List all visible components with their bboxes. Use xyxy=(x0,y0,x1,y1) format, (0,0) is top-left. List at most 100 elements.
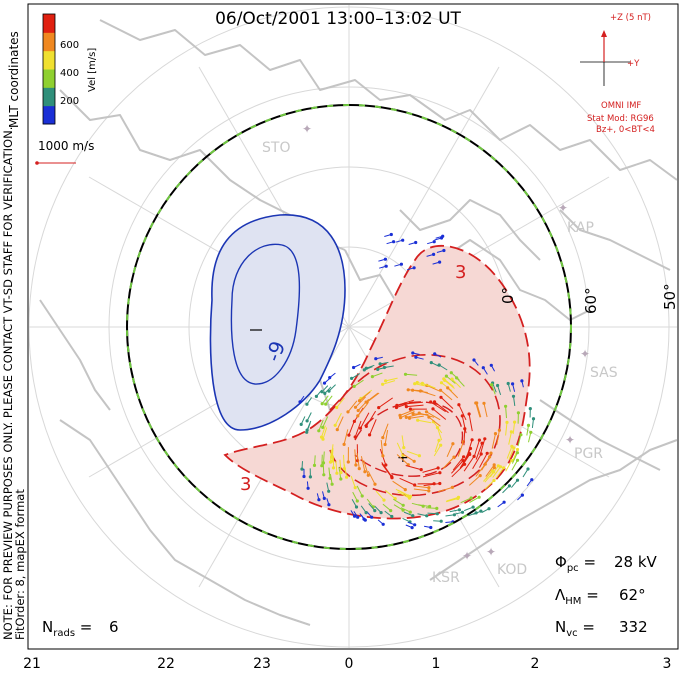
velocity-vector-origin xyxy=(433,352,437,356)
velocity-vector-origin xyxy=(403,488,407,492)
velocity-vector-origin xyxy=(298,400,302,404)
velocity-vector xyxy=(354,449,357,466)
velocity-vector xyxy=(505,406,507,419)
velocity-vector xyxy=(506,446,513,459)
velocity-vector xyxy=(438,486,453,493)
velocity-vector-origin xyxy=(482,401,486,405)
velocity-vector xyxy=(365,392,379,403)
velocity-vector xyxy=(382,423,389,438)
velocity-vector-origin xyxy=(392,240,396,244)
velocity-vector xyxy=(412,389,428,393)
velocity-vector-origin xyxy=(404,405,408,409)
velocity-vector-origin xyxy=(470,438,474,442)
velocity-vector xyxy=(381,462,393,477)
velocity-vector-origin xyxy=(335,405,339,410)
velocity-vector-origin xyxy=(429,400,433,404)
velocity-vector-origin xyxy=(333,423,337,427)
velocity-vector-origin xyxy=(378,362,382,366)
velocity-vector xyxy=(479,453,488,468)
mlt-tick-21: 21 xyxy=(23,656,41,672)
velocity-vector xyxy=(354,420,362,438)
velocity-vector-origin xyxy=(300,467,304,471)
velocity-vector-origin xyxy=(404,415,408,419)
velocity-vector-origin xyxy=(439,443,443,447)
velocity-vector-origin xyxy=(408,494,413,498)
velocity-vector-origin xyxy=(399,262,403,266)
mlt-tick-22: 22 xyxy=(157,656,175,672)
velocity-vector-origin xyxy=(321,461,326,465)
velocity-vector-origin xyxy=(411,388,415,392)
velocity-vector-origin xyxy=(492,466,496,470)
velocity-vector-origin xyxy=(345,475,349,479)
velocity-vector-origin xyxy=(432,252,436,256)
velocity-vector-origin xyxy=(407,416,412,420)
velocity-vector-origin xyxy=(456,496,460,501)
velocity-vector-origin xyxy=(306,486,310,490)
velocity-vector xyxy=(343,429,349,445)
velocity-vector xyxy=(393,498,404,506)
velocity-vector-origin xyxy=(419,468,423,472)
velocity-vector xyxy=(469,496,480,503)
velocity-vector xyxy=(495,467,505,479)
velocity-vector xyxy=(511,460,518,471)
velocity-vector-origin xyxy=(381,382,385,386)
velocity-vector-origin xyxy=(526,423,531,427)
velocity-vector xyxy=(430,401,446,413)
velocity-vector xyxy=(434,440,440,453)
velocity-vector-origin xyxy=(530,478,534,482)
velocity-vector xyxy=(322,427,328,440)
velocity-vector-origin xyxy=(462,455,466,459)
velocity-vector-origin xyxy=(435,512,439,516)
velocity-vector-origin xyxy=(357,467,361,471)
velocity-vector-origin xyxy=(510,382,515,386)
velocity-vector-origin xyxy=(381,522,385,526)
velocity-vector-origin xyxy=(498,465,503,469)
velocity-vector-origin xyxy=(373,482,377,486)
velocity-vector-origin xyxy=(413,483,417,487)
velocity-vector xyxy=(413,413,429,416)
velocity-vector-origin xyxy=(319,435,324,439)
velocity-vector-origin xyxy=(507,484,511,488)
velocity-vector-origin xyxy=(529,430,533,434)
velocity-vector-origin xyxy=(424,410,429,414)
velocity-vector-origin xyxy=(526,467,530,471)
velocity-vector xyxy=(356,453,360,469)
velocity-vector xyxy=(502,485,510,494)
velocity-vector-origin xyxy=(320,402,324,406)
velocity-vector-origin xyxy=(327,489,331,493)
velocity-vector-origin xyxy=(322,496,326,500)
velocity-vector xyxy=(347,400,358,413)
colorbar-tick-600: 600 xyxy=(60,40,79,51)
velocity-vector xyxy=(357,403,369,417)
radar-sas: SAS ✦ xyxy=(580,347,618,381)
velocity-vector-origin xyxy=(389,509,393,513)
velocity-vector xyxy=(384,489,396,499)
mlt-tick-1: 1 xyxy=(432,656,441,672)
velocity-vector xyxy=(447,387,459,399)
velocity-vector xyxy=(485,464,495,477)
velocity-vector-origin xyxy=(497,428,501,432)
velocity-vector xyxy=(444,380,455,389)
velocity-vector-origin xyxy=(457,508,461,512)
velocity-vector-origin xyxy=(384,463,388,467)
velocity-vector xyxy=(472,453,482,470)
mlt-tick-3: 3 xyxy=(663,656,672,672)
velocity-vector-origin xyxy=(322,381,327,385)
velocity-vector xyxy=(360,412,370,429)
stat-phi-pc: Φpc = 28 kV xyxy=(555,553,658,574)
radar-kap: KAP ✦ xyxy=(558,201,594,236)
velocity-vector xyxy=(323,451,325,463)
radar-sto: STO ✦ xyxy=(262,122,312,156)
velocity-vector-origin xyxy=(412,266,416,270)
velocity-vector xyxy=(483,403,488,418)
stat-lambda-hm-value: 62° xyxy=(619,586,646,604)
velocity-vector-origin xyxy=(492,463,496,467)
velocity-vector-origin xyxy=(485,451,489,455)
velocity-vector xyxy=(526,425,529,436)
velocity-vector-origin xyxy=(483,462,487,466)
velocity-vector-origin xyxy=(335,428,339,432)
positive-maximum-marker: + xyxy=(397,450,409,466)
velocity-vector xyxy=(442,456,455,469)
velocity-vector xyxy=(328,467,331,479)
velocity-vector xyxy=(400,411,415,419)
